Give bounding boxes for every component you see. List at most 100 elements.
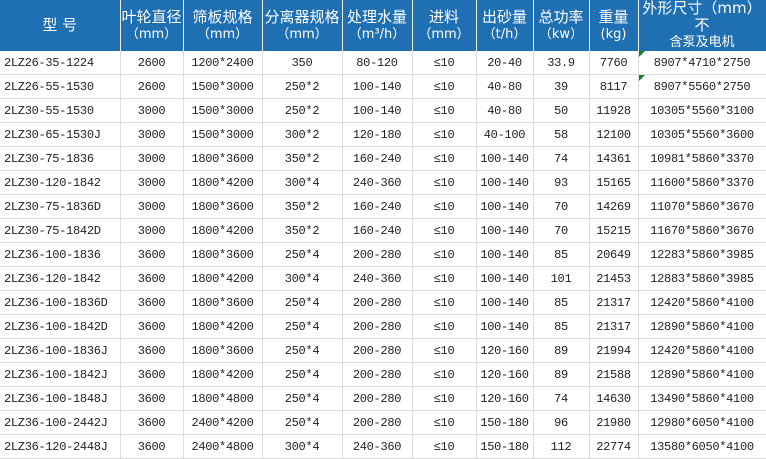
cell-sand-output[interactable]: 100-140 bbox=[476, 290, 534, 315]
cell-dimensions[interactable]: 12890*5860*4100 bbox=[638, 362, 766, 387]
cell-weight[interactable]: 8117 bbox=[589, 74, 639, 99]
cell-weight[interactable]: 7760 bbox=[589, 51, 639, 75]
cell-impeller-diameter[interactable]: 3600 bbox=[120, 386, 184, 411]
cell-weight[interactable]: 14269 bbox=[589, 194, 639, 219]
cell-impeller-diameter[interactable]: 2600 bbox=[120, 74, 184, 99]
cell-model[interactable]: 2LZ36-120-1842 bbox=[0, 266, 121, 291]
cell-separator-size[interactable]: 250*4 bbox=[262, 290, 343, 315]
cell-separator-size[interactable]: 250*2 bbox=[262, 98, 343, 123]
cell-weight[interactable]: 21317 bbox=[589, 290, 639, 315]
cell-water-capacity[interactable]: 200-280 bbox=[342, 290, 413, 315]
cell-model[interactable]: 2LZ30-55-1530 bbox=[0, 98, 121, 123]
cell-feed-size[interactable]: ≤10 bbox=[412, 410, 477, 435]
cell-sand-output[interactable]: 100-140 bbox=[476, 218, 534, 243]
cell-dimensions[interactable]: 12890*5860*4100 bbox=[638, 314, 766, 339]
cell-dimensions[interactable]: 12283*5860*3985 bbox=[638, 242, 766, 267]
cell-model[interactable]: 2LZ30-75-1836D bbox=[0, 194, 121, 219]
cell-model[interactable]: 2LZ36-100-1836 bbox=[0, 242, 121, 267]
cell-impeller-diameter[interactable]: 3600 bbox=[120, 314, 184, 339]
cell-screen-size[interactable]: 1800*3600 bbox=[183, 290, 263, 315]
cell-sand-output[interactable]: 40-100 bbox=[476, 122, 534, 147]
cell-feed-size[interactable]: ≤10 bbox=[412, 122, 477, 147]
cell-model[interactable]: 2LZ26-55-1530 bbox=[0, 74, 121, 99]
cell-sand-output[interactable]: 100-140 bbox=[476, 314, 534, 339]
cell-feed-size[interactable]: ≤10 bbox=[412, 74, 477, 99]
cell-model[interactable]: 2LZ36-100-2442J bbox=[0, 410, 121, 435]
cell-feed-size[interactable]: ≤10 bbox=[412, 146, 477, 171]
cell-separator-size[interactable]: 350 bbox=[262, 51, 343, 75]
cell-water-capacity[interactable]: 160-240 bbox=[342, 194, 413, 219]
cell-sand-output[interactable]: 100-140 bbox=[476, 266, 534, 291]
cell-water-capacity[interactable]: 120-180 bbox=[342, 122, 413, 147]
cell-weight[interactable]: 14630 bbox=[589, 386, 639, 411]
cell-impeller-diameter[interactable]: 3000 bbox=[120, 122, 184, 147]
cell-separator-size[interactable]: 350*2 bbox=[262, 194, 343, 219]
cell-sand-output[interactable]: 20-40 bbox=[476, 51, 534, 75]
cell-dimensions[interactable]: 13490*5860*4100 bbox=[638, 386, 766, 411]
cell-dimensions[interactable]: 8907*5560*2750 bbox=[638, 74, 766, 99]
cell-separator-size[interactable]: 300*4 bbox=[262, 170, 343, 195]
cell-impeller-diameter[interactable]: 3000 bbox=[120, 170, 184, 195]
cell-model[interactable]: 2LZ30-120-1842 bbox=[0, 170, 121, 195]
cell-dimensions[interactable]: 11600*5860*3370 bbox=[638, 170, 766, 195]
cell-impeller-diameter[interactable]: 3000 bbox=[120, 194, 184, 219]
cell-sand-output[interactable]: 100-140 bbox=[476, 170, 534, 195]
cell-dimensions[interactable]: 12420*5860*4100 bbox=[638, 290, 766, 315]
cell-impeller-diameter[interactable]: 3000 bbox=[120, 218, 184, 243]
cell-water-capacity[interactable]: 200-280 bbox=[342, 242, 413, 267]
cell-separator-size[interactable]: 250*4 bbox=[262, 362, 343, 387]
cell-impeller-diameter[interactable]: 3000 bbox=[120, 146, 184, 171]
cell-water-capacity[interactable]: 100-140 bbox=[342, 74, 413, 99]
cell-total-power[interactable]: 101 bbox=[533, 266, 590, 291]
cell-dimensions[interactable]: 12420*5860*4100 bbox=[638, 338, 766, 363]
cell-feed-size[interactable]: ≤10 bbox=[412, 314, 477, 339]
cell-dimensions[interactable]: 10305*5560*3100 bbox=[638, 98, 766, 123]
cell-sand-output[interactable]: 150-180 bbox=[476, 410, 534, 435]
cell-feed-size[interactable]: ≤10 bbox=[412, 266, 477, 291]
cell-water-capacity[interactable]: 240-360 bbox=[342, 266, 413, 291]
cell-impeller-diameter[interactable]: 3600 bbox=[120, 410, 184, 435]
cell-separator-size[interactable]: 350*2 bbox=[262, 146, 343, 171]
cell-total-power[interactable]: 85 bbox=[533, 242, 590, 267]
cell-weight[interactable]: 12100 bbox=[589, 122, 639, 147]
cell-model[interactable]: 2LZ36-100-1836J bbox=[0, 338, 121, 363]
comment-indicator-icon[interactable] bbox=[638, 75, 645, 81]
cell-water-capacity[interactable]: 160-240 bbox=[342, 146, 413, 171]
cell-weight[interactable]: 15165 bbox=[589, 170, 639, 195]
cell-impeller-diameter[interactable]: 3600 bbox=[120, 434, 184, 459]
cell-total-power[interactable]: 85 bbox=[533, 314, 590, 339]
cell-weight[interactable]: 20649 bbox=[589, 242, 639, 267]
cell-total-power[interactable]: 74 bbox=[533, 386, 590, 411]
cell-screen-size[interactable]: 1800*4200 bbox=[183, 170, 263, 195]
cell-feed-size[interactable]: ≤10 bbox=[412, 434, 477, 459]
cell-separator-size[interactable]: 250*2 bbox=[262, 74, 343, 99]
cell-screen-size[interactable]: 1800*4800 bbox=[183, 386, 263, 411]
cell-model[interactable]: 2LZ36-100-1836D bbox=[0, 290, 121, 315]
cell-water-capacity[interactable]: 160-240 bbox=[342, 218, 413, 243]
cell-screen-size[interactable]: 1500*3000 bbox=[183, 122, 263, 147]
cell-feed-size[interactable]: ≤10 bbox=[412, 194, 477, 219]
cell-screen-size[interactable]: 1800*4200 bbox=[183, 218, 263, 243]
cell-sand-output[interactable]: 40-80 bbox=[476, 74, 534, 99]
cell-dimensions[interactable]: 8907*4710*2750 bbox=[638, 51, 766, 75]
cell-total-power[interactable]: 112 bbox=[533, 434, 590, 459]
cell-separator-size[interactable]: 250*4 bbox=[262, 338, 343, 363]
cell-total-power[interactable]: 89 bbox=[533, 338, 590, 363]
cell-feed-size[interactable]: ≤10 bbox=[412, 98, 477, 123]
cell-model[interactable]: 2LZ36-100-1842J bbox=[0, 362, 121, 387]
cell-weight[interactable]: 21588 bbox=[589, 362, 639, 387]
cell-weight[interactable]: 22774 bbox=[589, 434, 639, 459]
cell-sand-output[interactable]: 150-180 bbox=[476, 434, 534, 459]
cell-model[interactable]: 2LZ36-100-1842D bbox=[0, 314, 121, 339]
cell-screen-size[interactable]: 1800*3600 bbox=[183, 146, 263, 171]
cell-impeller-diameter[interactable]: 3600 bbox=[120, 242, 184, 267]
cell-separator-size[interactable]: 250*4 bbox=[262, 314, 343, 339]
cell-water-capacity[interactable]: 200-280 bbox=[342, 386, 413, 411]
cell-dimensions[interactable]: 10981*5860*3370 bbox=[638, 146, 766, 171]
cell-feed-size[interactable]: ≤10 bbox=[412, 170, 477, 195]
cell-total-power[interactable]: 70 bbox=[533, 194, 590, 219]
cell-sand-output[interactable]: 120-160 bbox=[476, 362, 534, 387]
cell-screen-size[interactable]: 1500*3000 bbox=[183, 74, 263, 99]
cell-weight[interactable]: 11928 bbox=[589, 98, 639, 123]
cell-separator-size[interactable]: 300*4 bbox=[262, 266, 343, 291]
